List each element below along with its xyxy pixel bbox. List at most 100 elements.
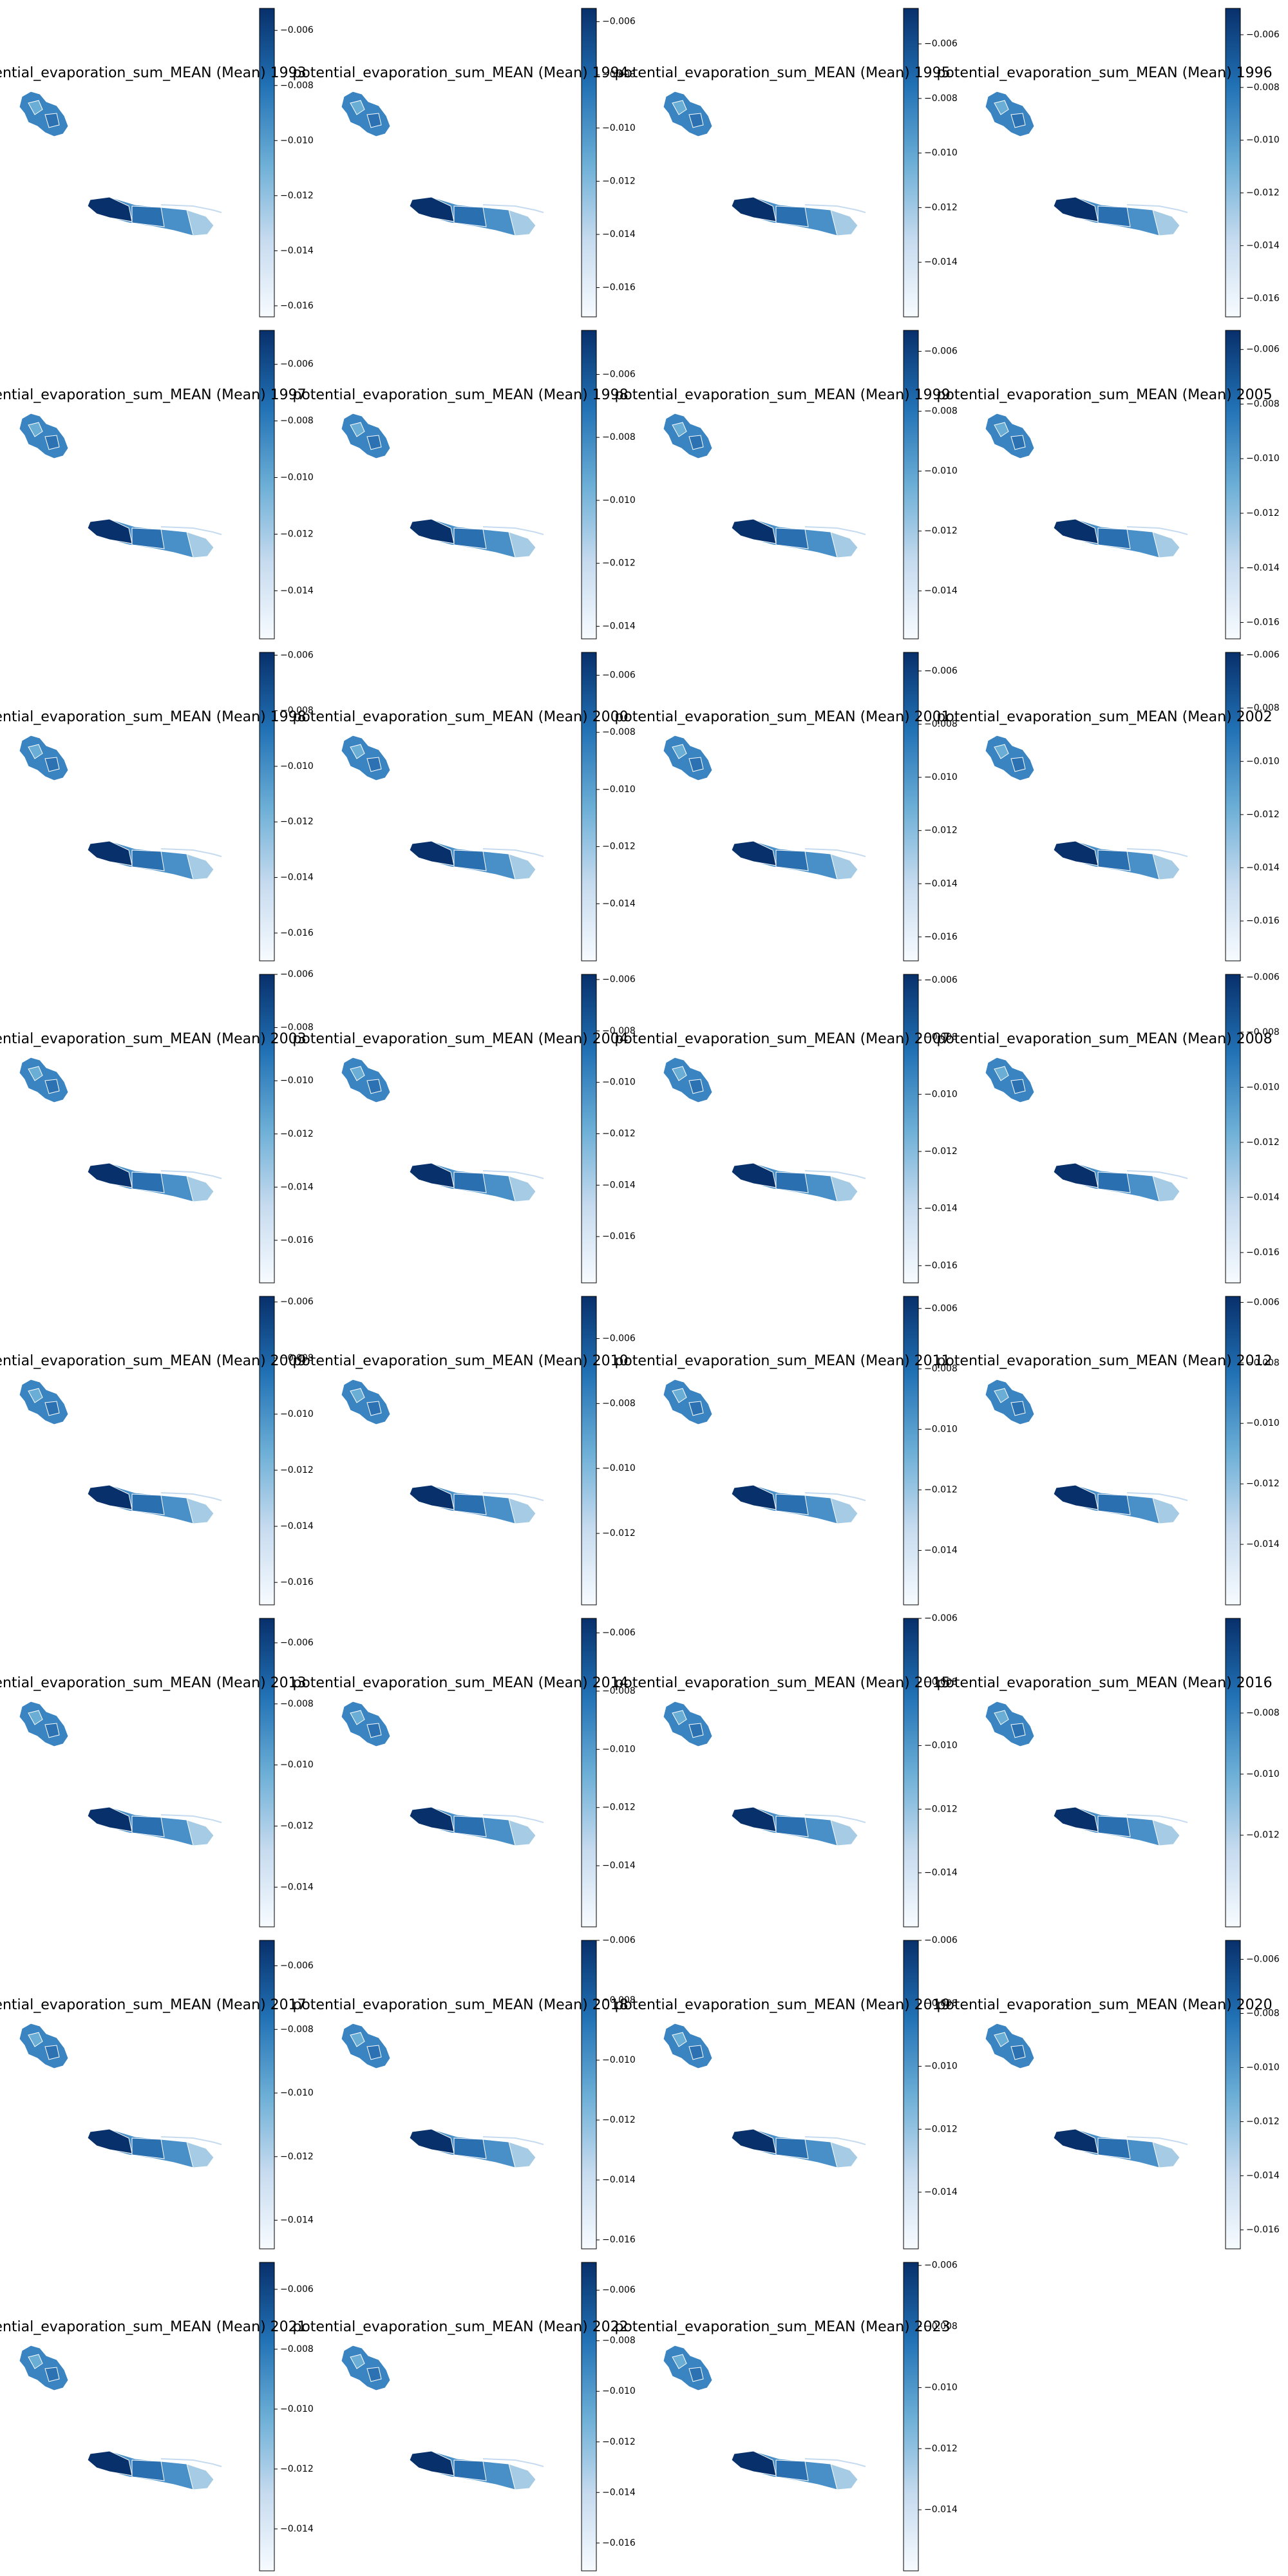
colorbar-tick-label: −0.006 <box>602 974 636 985</box>
colorbar-tick-label: −0.010 <box>280 1409 314 1419</box>
colorbar-tick-label: −0.014 <box>1246 240 1280 251</box>
colorbar <box>1225 1296 1241 1605</box>
colorbar-tick-label: −0.010 <box>602 1463 636 1473</box>
map <box>985 413 1188 558</box>
colorbar-tick-label: −0.012 <box>280 191 314 201</box>
map <box>341 735 544 880</box>
colorbar-tick-label: −0.012 <box>602 176 636 186</box>
panel-title: potential_evaporation_sum_MEAN (Mean) 20… <box>292 2319 628 2335</box>
colorbar-tick-label: −0.008 <box>924 1032 958 1043</box>
panel: −0.006 −0.008 −0.010 −0.012 −0.014 −0.016 pote… <box>936 8 1280 317</box>
map <box>985 1379 1188 1524</box>
colorbar-tick-label: −0.016 <box>924 1260 958 1271</box>
colorbar-tick-label: −0.012 <box>602 2437 636 2447</box>
colorbar-tick-label: −0.012 <box>280 529 314 539</box>
colorbar-tick-label: −0.008 <box>1246 703 1280 714</box>
colorbar-tick-label: −0.014 <box>1246 1539 1280 1549</box>
panel: −0.006 −0.008 −0.010 −0.012 −0.014 −0.016 pote… <box>0 969 314 1283</box>
colorbar-tick-label: −0.012 <box>280 817 314 827</box>
colorbar-tick-label: −0.014 <box>924 878 958 889</box>
colorbar-tick-label: −0.010 <box>924 2382 958 2392</box>
panel: −0.006 −0.008 −0.010 −0.012 −0.014 −0.016 pote… <box>936 330 1280 639</box>
panel-title: potential_evaporation_sum_MEAN (Mean) 19… <box>0 709 307 725</box>
colorbar-tick-label: −0.010 <box>1246 1418 1280 1428</box>
colorbar-tick-label: −0.014 <box>1246 1192 1280 1202</box>
colorbar-tick-label: −0.010 <box>924 1425 958 1435</box>
colorbar-tick-label: −0.014 <box>924 1204 958 1214</box>
colorbar-tick-label: −0.006 <box>924 346 958 357</box>
colorbar-tick-label: −0.006 <box>602 2285 636 2295</box>
colorbar <box>1225 652 1241 961</box>
colorbar <box>259 2262 275 2571</box>
panel: −0.006 −0.008 −0.010 −0.012 −0.014 −0.016 pote… <box>936 972 1280 1283</box>
map <box>19 2345 222 2490</box>
colorbar <box>1225 974 1241 1283</box>
colorbar-tick-label: −0.010 <box>602 1744 636 1754</box>
map <box>19 1057 222 1202</box>
colorbar-tick-label: −0.008 <box>1246 399 1280 409</box>
colorbar-tick-label: −0.006 <box>924 975 958 985</box>
panel-title: potential_evaporation_sum_MEAN (Mean) 19… <box>0 387 307 403</box>
colorbar-tick-label: −0.008 <box>602 1995 636 2005</box>
colorbar-tick-label: −0.010 <box>280 2088 314 2098</box>
colorbar-tick-label: −0.008 <box>1246 2008 1280 2018</box>
map <box>341 1701 544 1846</box>
colorbar-tick-label: −0.012 <box>1246 1830 1280 1841</box>
colorbar-tick-label: −0.008 <box>280 2024 314 2034</box>
colorbar <box>581 1296 597 1605</box>
colorbar-tick-label: −0.012 <box>924 826 958 836</box>
colorbar-tick-label: −0.006 <box>602 17 636 27</box>
colorbar-tick-label: −0.008 <box>924 93 958 104</box>
colorbar-tick-label: −0.010 <box>602 123 636 133</box>
panel: −0.006 −0.008 −0.010 −0.012 −0.014 potential_… <box>292 330 636 639</box>
panel: −0.006 −0.008 −0.010 −0.012 −0.014 potential_… <box>292 652 636 961</box>
colorbar-tick-label: −0.008 <box>602 432 636 442</box>
colorbar-tick-label: −0.006 <box>280 1638 314 1648</box>
colorbar <box>1225 8 1241 317</box>
colorbar <box>581 652 597 961</box>
colorbar <box>259 1940 275 2249</box>
colorbar-tick-label: −0.010 <box>924 2061 958 2072</box>
panel: −0.006 −0.008 −0.010 −0.012 −0.014 −0.016 pote… <box>0 8 314 317</box>
colorbar-tick-label: −0.014 <box>924 1868 958 1878</box>
panel-title: potential_evaporation_sum_MEAN (Mean) 20… <box>936 1997 1272 2013</box>
colorbar <box>259 652 275 961</box>
colorbar-tick-label: −0.012 <box>602 2115 636 2125</box>
panel: −0.006 −0.008 −0.010 −0.012 −0.014 potential_… <box>614 1296 958 1605</box>
colorbar-tick-label: −0.010 <box>602 1077 636 1088</box>
colorbar-tick-label: −0.012 <box>602 558 636 569</box>
colorbar-tick-label: −0.010 <box>1246 756 1280 766</box>
colorbar-tick-label: −0.008 <box>924 1677 958 1687</box>
colorbar-tick-label: −0.010 <box>280 1075 314 1086</box>
map <box>19 413 222 558</box>
map <box>341 1379 544 1524</box>
colorbar-tick-label: −0.012 <box>924 526 958 536</box>
panel-title: potential_evaporation_sum_MEAN (Mean) 19… <box>614 65 950 81</box>
colorbar-tick-label: −0.008 <box>1246 1027 1280 1037</box>
map <box>663 91 866 236</box>
colorbar-tick-label: −0.012 <box>924 2124 958 2134</box>
colorbar <box>903 652 919 961</box>
colorbar <box>1225 1940 1241 2249</box>
colorbar-tick-label: −0.008 <box>602 2336 636 2346</box>
panel: −0.006 −0.008 −0.010 −0.012 −0.014 potential_… <box>936 1296 1280 1605</box>
colorbar-tick-label: −0.006 <box>1246 650 1280 660</box>
panel-title: potential_evaporation_sum_MEAN (Mean) 20… <box>614 1353 950 1369</box>
colorbar-tick-label: −0.012 <box>924 1804 958 1814</box>
panel-title: potential_evaporation_sum_MEAN (Mean) 20… <box>614 1997 950 2013</box>
colorbar-tick-label: −0.014 <box>924 257 958 267</box>
colorbar-tick-label: −0.010 <box>602 2386 636 2396</box>
panel-title: potential_evaporation_sum_MEAN (Mean) 20… <box>0 2319 307 2335</box>
colorbar-tick-label: −0.010 <box>280 1760 314 1770</box>
colorbar <box>259 1618 275 1927</box>
panel: −0.006 −0.008 −0.010 −0.012 −0.014 potential_… <box>614 8 958 317</box>
panel: −0.006 −0.008 −0.010 −0.012 −0.014 potential_… <box>614 1613 958 1927</box>
colorbar-tick-label: −0.014 <box>280 585 314 596</box>
colorbar-tick-label: −0.016 <box>280 1577 314 1587</box>
colorbar-tick-label: −0.008 <box>924 2322 958 2332</box>
colorbar-tick-label: −0.016 <box>924 932 958 942</box>
colorbar-tick-label: −0.012 <box>924 202 958 213</box>
colorbar-tick-label: −0.006 <box>280 359 314 370</box>
